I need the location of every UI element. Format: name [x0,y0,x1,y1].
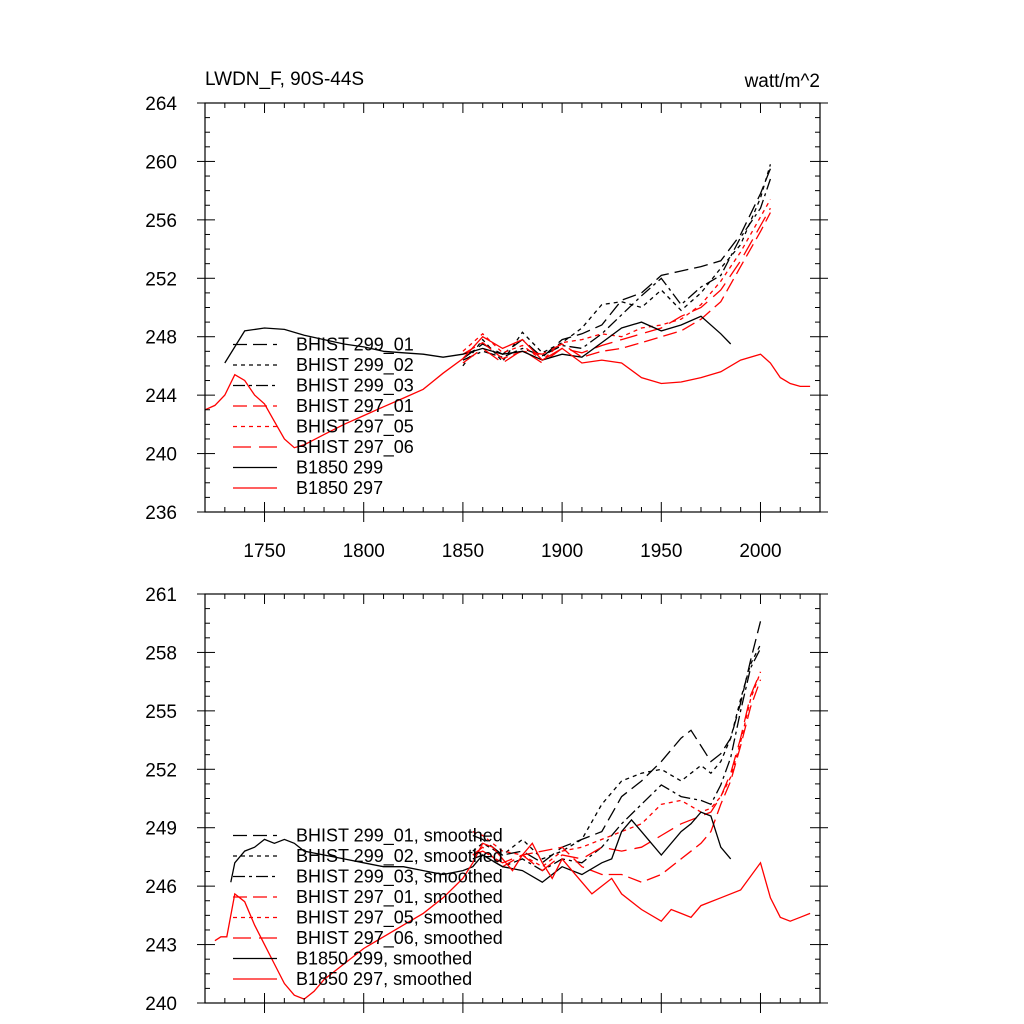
y-tick-label: 249 [145,819,177,840]
y-tick-label: 236 [145,503,177,524]
series-line-3 [472,648,762,872]
y-tick-label: 256 [145,211,177,232]
x-tick-label: 1750 [243,541,285,562]
legend-label: BHIST 299_02 [296,355,414,376]
series-line-2 [472,644,762,860]
top-panel: LWDN_F, 90S-44S watt/m^2 1750 1800 1850 1900 1… [145,69,828,562]
series-line-6 [462,207,771,364]
y-tick-label: 260 [145,152,177,173]
y-tick-label: 240 [145,994,177,1015]
x-tick-label: 1850 [442,541,484,562]
y-tick-label: 246 [145,877,177,898]
y-tick-label: 261 [145,585,177,606]
series-line-2 [462,164,772,367]
legend-label: BHIST 299_03, smoothed [296,867,503,888]
y-tick-label: 258 [145,643,177,664]
legend-label: B1850 297, smoothed [296,969,472,989]
series-line-8 [214,842,811,1000]
legend-label: BHIST 297_05 [296,417,414,438]
x-tick-label: 1950 [640,541,682,562]
units-label: watt/m^2 [744,71,820,92]
chart-title: LWDN_F, 90S-44S [205,69,364,90]
bottom-panel: 240 243 246 249 252 255 258 261 BHIST 299_01, sm… [145,585,828,1015]
y-tick-label: 243 [145,936,177,957]
y-tick-label: 240 [145,445,177,466]
legend-label: BHIST 299_01, smoothed [296,826,503,847]
series-line-1 [472,621,762,864]
legend-label: BHIST 297_06 [296,437,414,458]
y-tick-label: 255 [145,702,177,723]
series-line-6 [472,671,762,872]
y-tick-label: 252 [145,760,177,781]
legend-label: BHIST 297_01, smoothed [296,887,503,908]
series-line-8 [204,335,811,449]
legend-label: B1850 297 [296,478,383,498]
legend-label: B1850 299, smoothed [296,949,472,969]
x-tick-label: 1900 [541,541,583,562]
series-line-5 [462,199,771,361]
legend-label: BHIST 297_05, smoothed [296,908,503,929]
y-tick-label: 244 [145,386,177,407]
y-tick-label: 248 [145,328,177,349]
legend-label: B1850 299 [296,458,383,478]
legend-label: BHIST 297_06, smoothed [296,928,503,949]
series-line-1 [462,168,772,360]
legend-label: BHIST 299_02, smoothed [296,846,503,867]
x-tick-label: 1800 [343,541,385,562]
series-line-7 [224,315,732,364]
x-tick-label: 2000 [739,541,781,562]
y-tick-label: 264 [145,94,177,115]
series-line-7 [230,811,732,883]
legend-label: BHIST 297_01 [296,396,414,417]
legend-label: BHIST 299_03 [296,376,414,397]
y-tick-label: 252 [145,269,177,290]
series-line-3 [462,178,772,361]
legend-label: BHIST 299_01 [296,335,414,356]
